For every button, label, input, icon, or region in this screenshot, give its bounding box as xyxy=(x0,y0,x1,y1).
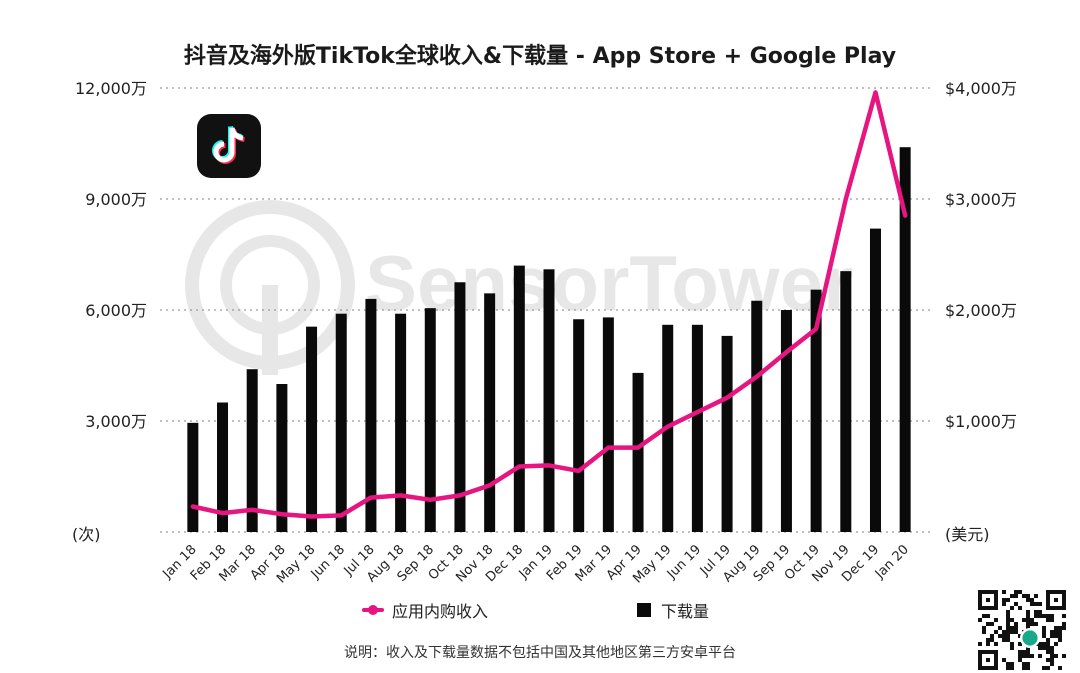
right-tick-label: $2,000万 xyxy=(945,301,1017,320)
right-tick-label: $1,000万 xyxy=(945,412,1017,431)
bar xyxy=(573,319,585,532)
bar xyxy=(721,335,733,532)
bar xyxy=(335,313,347,532)
bar xyxy=(454,282,466,532)
watermark: SensorTower xyxy=(185,200,853,375)
bar xyxy=(484,293,496,532)
bar xyxy=(691,324,703,532)
bar xyxy=(602,317,614,532)
bar xyxy=(306,326,318,532)
left-tick-label: 12,000万 xyxy=(75,79,147,98)
tiktok-logo-icon xyxy=(197,114,261,178)
bar xyxy=(217,402,229,532)
bar xyxy=(513,265,525,532)
watermark-text: SensorTower xyxy=(365,239,853,327)
bar xyxy=(365,298,377,532)
legend-line-swatch xyxy=(362,605,384,615)
qr-code-icon xyxy=(978,590,1066,670)
bar xyxy=(632,372,644,532)
legend-revenue-label: 应用内购收入 xyxy=(392,602,489,621)
bar xyxy=(424,308,436,532)
legend-downloads: 下载量 xyxy=(637,598,709,622)
right-tick-label: $4,000万 xyxy=(945,79,1017,98)
legend-bar-swatch xyxy=(637,603,651,617)
bar xyxy=(246,369,258,532)
bar xyxy=(869,228,881,532)
left-tick-label: 6,000万 xyxy=(85,301,147,320)
left-tick-label: 9,000万 xyxy=(85,190,147,209)
bar xyxy=(395,313,407,532)
footnote: 说明：收入及下载量数据不包括中国及其他地区第三方安卓平台 xyxy=(344,645,736,661)
x-tick-label: Jan 20 xyxy=(872,542,912,582)
bar xyxy=(840,271,852,532)
bar xyxy=(899,147,911,532)
bar xyxy=(276,384,288,532)
left-axis-unit: (次) xyxy=(72,525,101,544)
legend-revenue: 应用内购收入 xyxy=(362,598,488,622)
chart-title: 抖音及海外版TikTok全球收入&下载量 - App Store + Googl… xyxy=(183,44,897,69)
legend-downloads-label: 下载量 xyxy=(661,602,710,621)
bar xyxy=(780,310,792,532)
right-axis-unit: (美元) xyxy=(945,525,990,544)
bar xyxy=(187,422,199,532)
bar xyxy=(751,300,763,532)
right-tick-label: $3,000万 xyxy=(945,190,1017,209)
revenue-line xyxy=(190,90,908,519)
bar xyxy=(543,269,555,532)
bar xyxy=(810,289,822,532)
left-tick-label: 3,000万 xyxy=(85,412,147,431)
